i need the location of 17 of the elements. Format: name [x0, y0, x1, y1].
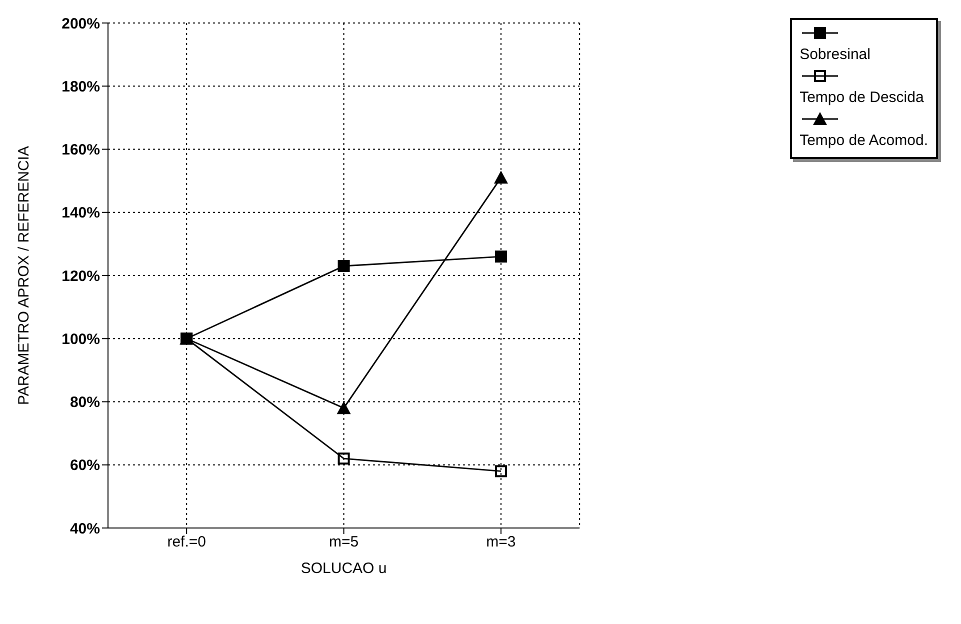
- y-tick-label: 200%: [62, 15, 100, 32]
- y-axis-title: PARAMETRO APROX / REFERENCIA: [15, 146, 32, 405]
- y-tick-label: 140%: [62, 204, 100, 222]
- legend-label: Tempo de Descida: [800, 89, 925, 106]
- x-tick-label: m=5: [328, 534, 359, 551]
- y-tick-label: 100%: [62, 330, 100, 348]
- y-tick-label: 120%: [62, 268, 100, 285]
- legend-label: Sobresinal: [800, 46, 872, 63]
- y-tick-label: 80%: [70, 394, 100, 412]
- x-axis-title: SOLUCAO u: [300, 560, 387, 577]
- x-tick-label: m=3: [486, 534, 516, 551]
- y-tick-label: 180%: [62, 78, 100, 96]
- x-tick-label: ref.=0: [167, 534, 206, 551]
- y-tick-label: 160%: [62, 142, 100, 159]
- y-tick-label: 60%: [70, 457, 100, 474]
- legend-label: Tempo de Acomod.: [800, 132, 928, 149]
- y-tick-label: 40%: [70, 520, 100, 538]
